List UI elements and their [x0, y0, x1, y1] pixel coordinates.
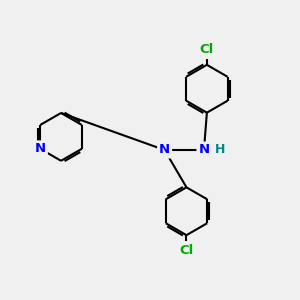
Text: N: N [159, 143, 170, 157]
Text: Cl: Cl [200, 43, 214, 56]
Text: Cl: Cl [179, 244, 194, 257]
Text: H: H [215, 143, 225, 157]
Text: N: N [35, 142, 46, 155]
Text: N: N [198, 143, 209, 157]
